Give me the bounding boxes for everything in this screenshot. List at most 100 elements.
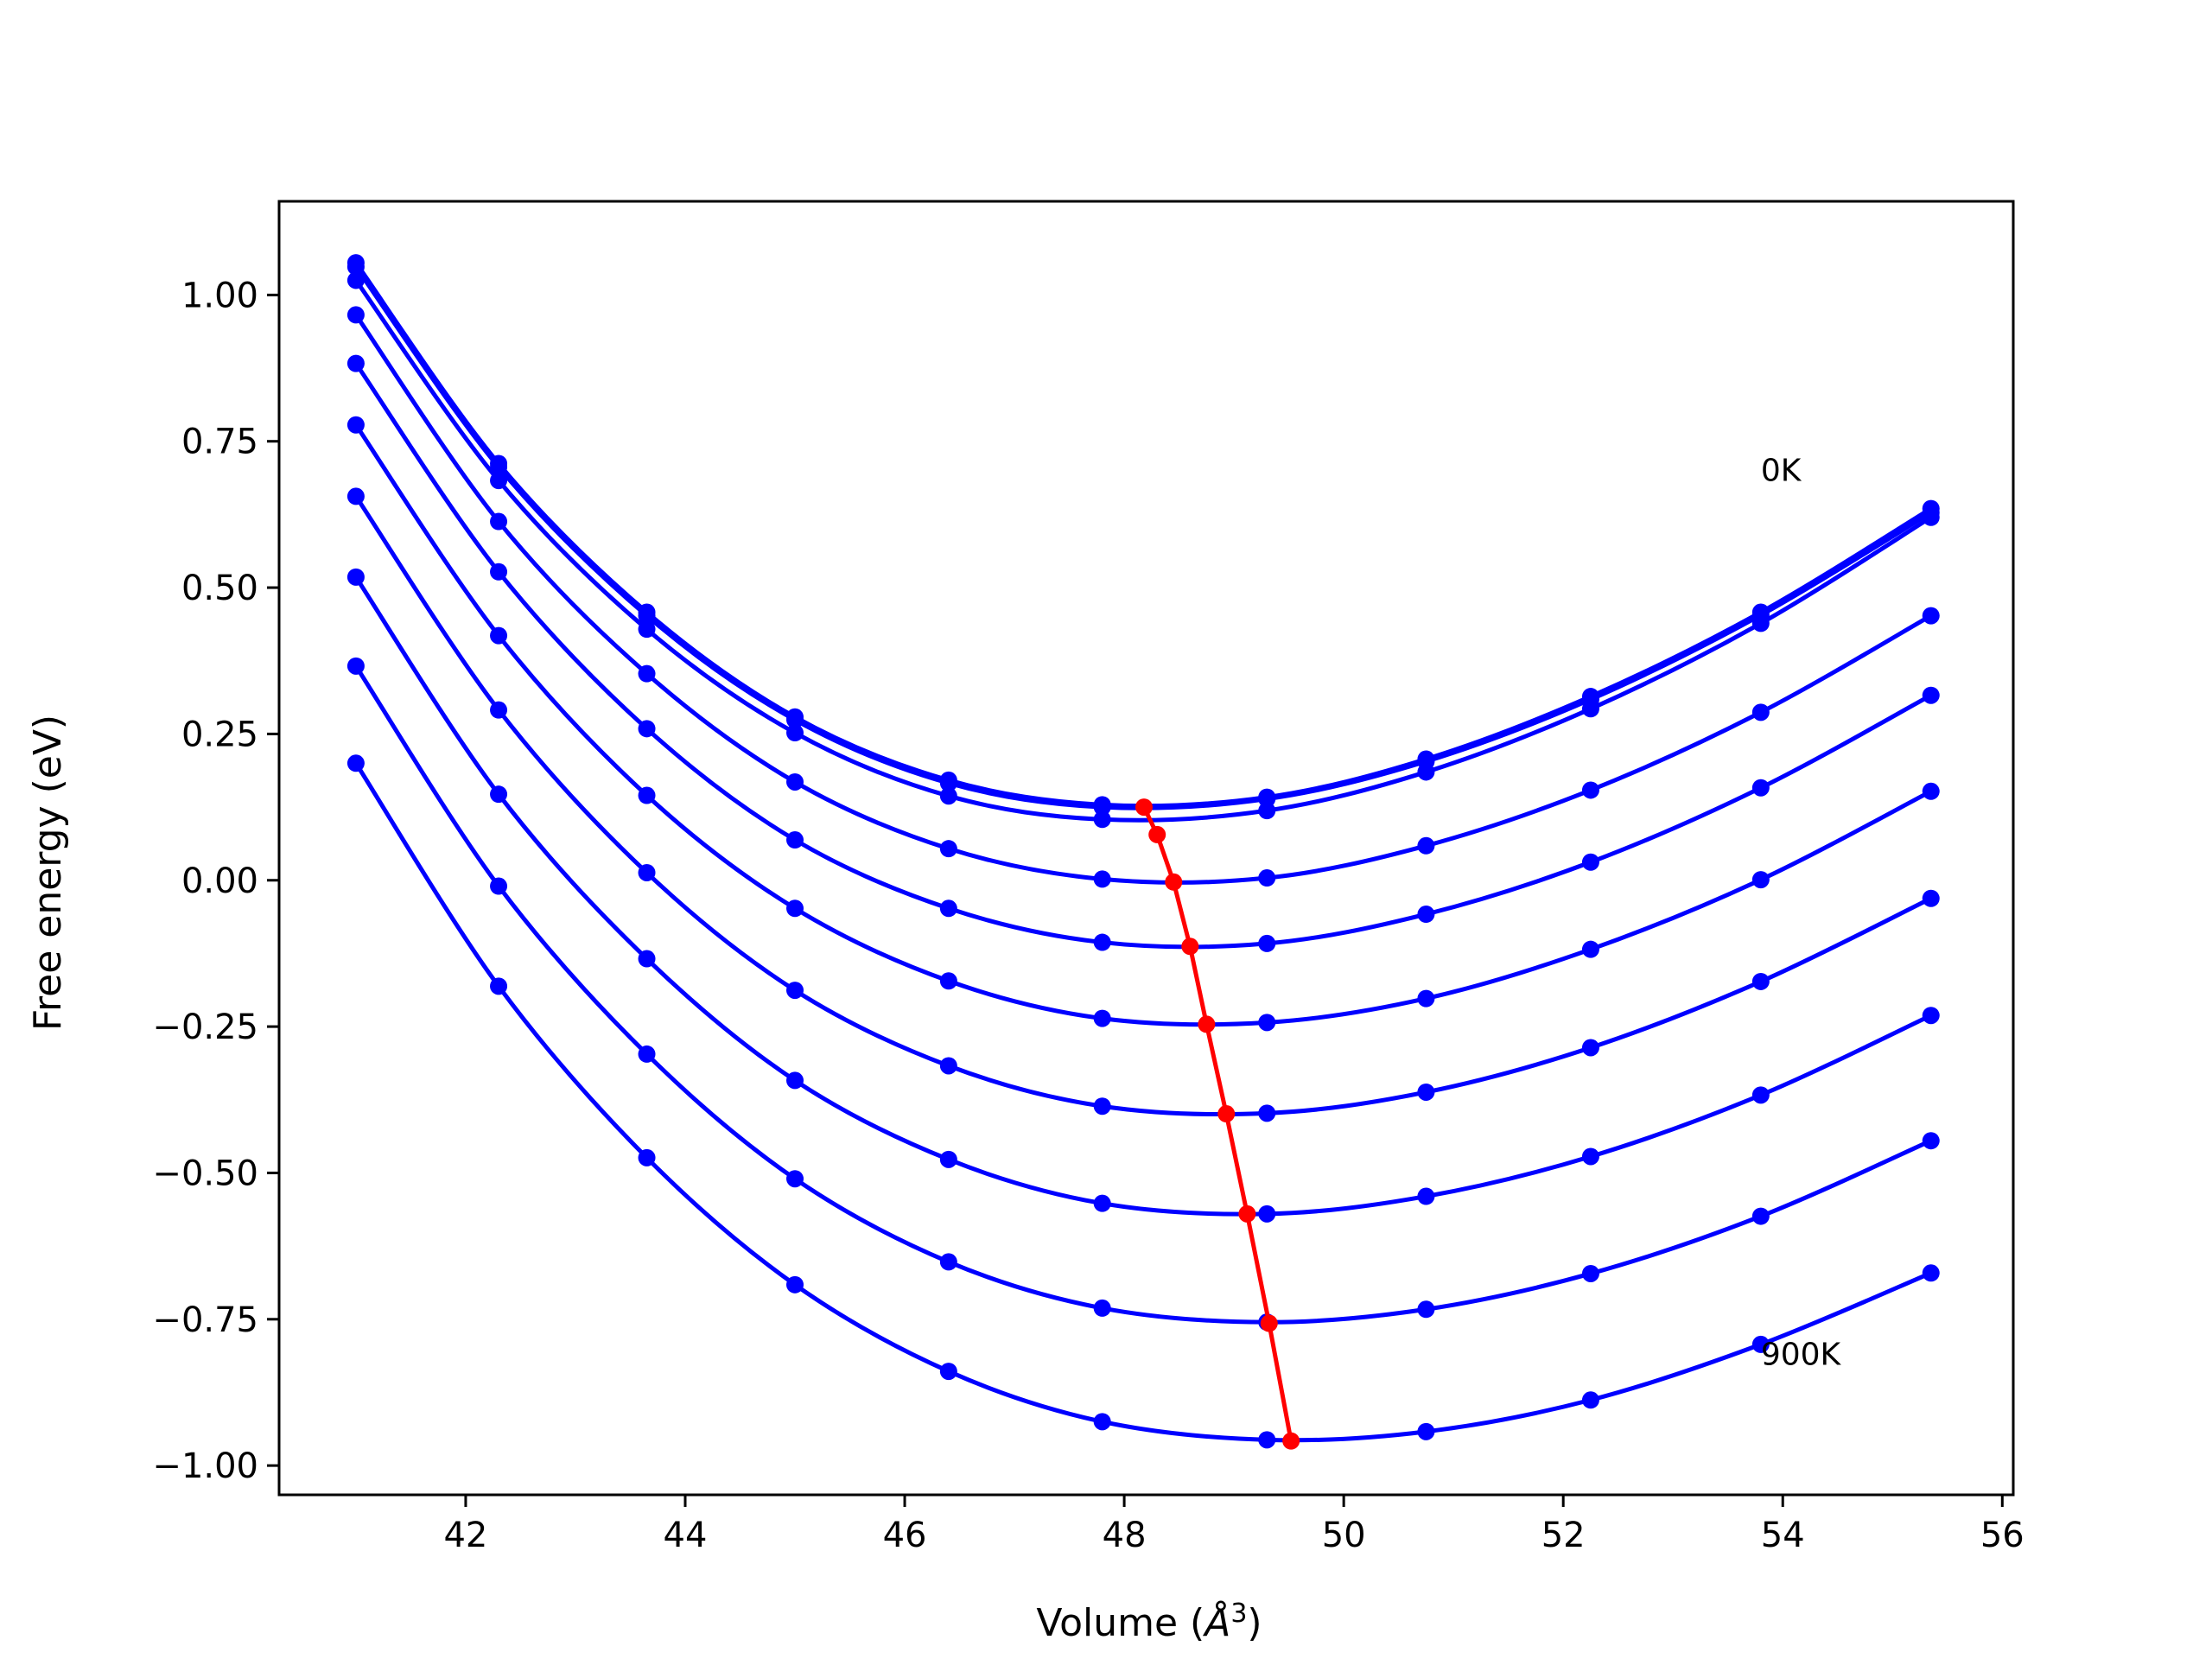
series-8-point-1 bbox=[490, 877, 508, 895]
series-2-point-1 bbox=[490, 472, 508, 490]
series-2-point-9 bbox=[1751, 614, 1770, 632]
x-tick-label-0: 42 bbox=[443, 1516, 487, 1555]
series-7-point-0 bbox=[346, 568, 365, 586]
series-2-point-2 bbox=[638, 620, 656, 639]
series-6-point-5 bbox=[1093, 1097, 1111, 1116]
series-6-point-9 bbox=[1751, 972, 1770, 990]
y-tick-label-6: −0.50 bbox=[152, 1154, 258, 1193]
axes: 42 44 46 48 50 52 54 56 1.00 0.75 0.50 0.25 0.00 −0.2… bbox=[152, 200, 2024, 1555]
series-4-point-2 bbox=[638, 720, 656, 738]
series-7-point-8 bbox=[1581, 1147, 1599, 1166]
series-5-point-0 bbox=[346, 416, 365, 434]
series-9-point-9 bbox=[1751, 1335, 1770, 1353]
x-tick-label-5: 52 bbox=[1541, 1516, 1586, 1555]
series-2-point-5 bbox=[1093, 810, 1111, 829]
series-7-point-7 bbox=[1417, 1187, 1435, 1205]
series-line-6 bbox=[353, 495, 1932, 1117]
series-8-point-2 bbox=[638, 1045, 656, 1063]
series-7-point-4 bbox=[939, 1150, 957, 1168]
series-1-point-2 bbox=[638, 607, 656, 625]
minima-point-2 bbox=[1165, 873, 1183, 891]
minima-point-5 bbox=[1217, 1105, 1236, 1123]
series-3-point-5 bbox=[1093, 870, 1111, 888]
series-3-point-0 bbox=[346, 306, 365, 324]
series-8-point-8 bbox=[1581, 1264, 1599, 1282]
series-9-point-8 bbox=[1581, 1391, 1599, 1409]
series-5-point-5 bbox=[1093, 1009, 1111, 1027]
series-8-point-7 bbox=[1417, 1300, 1435, 1319]
x-tick-label-6: 54 bbox=[1761, 1516, 1805, 1555]
series-1-point-4 bbox=[939, 774, 957, 792]
series-5-point-9 bbox=[1751, 871, 1770, 889]
minima-point-8 bbox=[1282, 1432, 1300, 1450]
minima-point-3 bbox=[1181, 938, 1199, 956]
series-9-point-2 bbox=[638, 1148, 656, 1166]
y-tick-label-8: −1.00 bbox=[152, 1446, 258, 1486]
series-9-point-3 bbox=[786, 1275, 804, 1294]
series-5-point-3 bbox=[786, 899, 804, 918]
series-4-point-10 bbox=[1922, 686, 1940, 704]
series-4-point-8 bbox=[1581, 853, 1599, 871]
x-tick-label-3: 48 bbox=[1103, 1516, 1147, 1555]
series-8-point-3 bbox=[786, 1170, 804, 1188]
series-5-point-4 bbox=[939, 972, 957, 990]
series-6-point-0 bbox=[346, 487, 365, 505]
series-3-point-10 bbox=[1922, 607, 1940, 625]
minima-point-4 bbox=[1198, 1015, 1216, 1033]
series-8-point-10 bbox=[1922, 1132, 1940, 1150]
series-1-point-5 bbox=[1093, 798, 1111, 817]
x-tick-label-1: 44 bbox=[664, 1516, 708, 1555]
series-4-point-7 bbox=[1417, 906, 1435, 924]
series-2-point-7 bbox=[1417, 763, 1435, 781]
y-tick-label-3: 0.25 bbox=[181, 715, 258, 754]
y-tick-label-7: −0.75 bbox=[152, 1300, 258, 1340]
series-7-point-5 bbox=[1093, 1194, 1111, 1212]
series-9-point-4 bbox=[939, 1363, 957, 1381]
series-3-point-2 bbox=[638, 664, 656, 683]
series-9-point-0 bbox=[346, 754, 365, 772]
series-5-point-8 bbox=[1581, 940, 1599, 958]
y-tick-label-2: 0.50 bbox=[181, 569, 258, 608]
series-8-point-0 bbox=[346, 657, 365, 675]
plot-area: 0K 900K bbox=[346, 254, 1940, 1450]
series-9-point-10 bbox=[1922, 1264, 1940, 1282]
minima-point-0 bbox=[1135, 798, 1153, 817]
series-6-point-2 bbox=[638, 863, 656, 881]
series-5-point-10 bbox=[1922, 782, 1940, 800]
series-2-point-4 bbox=[939, 787, 957, 805]
y-tick-label-0: 1.00 bbox=[181, 276, 258, 315]
annotation-0: 0K bbox=[1761, 454, 1802, 489]
series-4-point-3 bbox=[786, 831, 804, 849]
series-7-point-1 bbox=[490, 785, 508, 804]
series-7-point-6 bbox=[1258, 1205, 1276, 1223]
series-7-point-10 bbox=[1922, 1007, 1940, 1025]
y-tick-label-4: 0.00 bbox=[181, 861, 258, 901]
series-3-point-4 bbox=[939, 840, 957, 858]
series-6-point-6 bbox=[1258, 1104, 1276, 1122]
x-axis-label: Volume (Å3) bbox=[1036, 1599, 1262, 1645]
series-2-point-6 bbox=[1258, 802, 1276, 820]
series-4-point-0 bbox=[346, 354, 365, 372]
series-6-point-1 bbox=[490, 701, 508, 719]
series-3-point-9 bbox=[1751, 703, 1770, 721]
x-tick-label-4: 50 bbox=[1322, 1516, 1366, 1555]
series-3-point-6 bbox=[1258, 869, 1276, 887]
series-8-point-4 bbox=[939, 1253, 957, 1271]
series-2-point-3 bbox=[786, 724, 804, 742]
series-2-point-10 bbox=[1922, 508, 1940, 526]
series-7-point-2 bbox=[638, 950, 656, 968]
axes-frame bbox=[277, 200, 2015, 1497]
series-9-point-6 bbox=[1258, 1431, 1276, 1449]
y-axis-label: Free energy (eV) bbox=[26, 715, 70, 1031]
series-7-point-9 bbox=[1751, 1086, 1770, 1104]
series-6-point-4 bbox=[939, 1057, 957, 1075]
series-4-point-6 bbox=[1258, 934, 1276, 952]
series-line-9 bbox=[353, 761, 1932, 1443]
series-4-point-5 bbox=[1093, 933, 1111, 951]
series-1-point-0 bbox=[346, 257, 365, 276]
series-6-point-8 bbox=[1581, 1039, 1599, 1057]
series-line-5 bbox=[353, 423, 1932, 1027]
series-5-point-6 bbox=[1258, 1014, 1276, 1032]
